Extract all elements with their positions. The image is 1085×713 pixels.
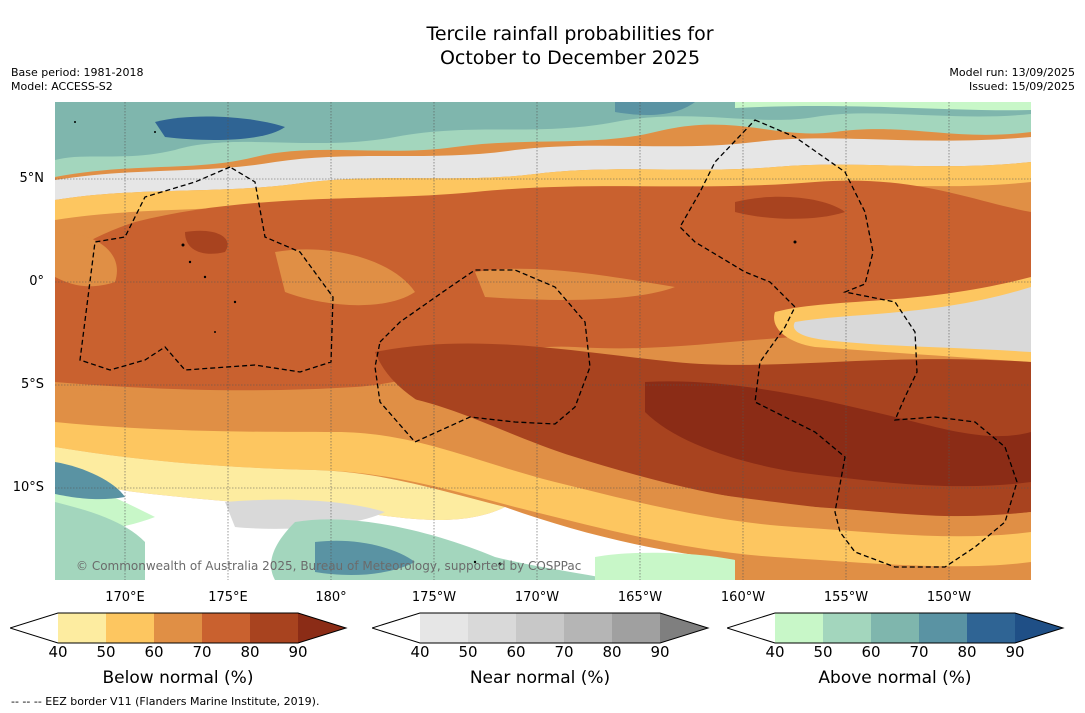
eez-borders — [79, 119, 1018, 568]
cbar-near-seg-3 — [516, 613, 564, 643]
cbar-below-seg-0 — [10, 613, 58, 643]
lat-label-10s: 10°S — [12, 480, 44, 495]
cbar-below-tick-90: 90 — [288, 643, 308, 661]
cbar-below-tick-80: 80 — [240, 643, 260, 661]
lon-label-175e: 175°E — [208, 590, 248, 605]
cbar-near-tick-60: 60 — [506, 643, 526, 661]
cbar-above-seg-0 — [727, 613, 775, 643]
cbar-below-title: Below normal (%) — [102, 668, 254, 688]
rainfall-map — [55, 102, 1031, 580]
cbar-near-seg-4 — [564, 613, 612, 643]
model-run: Model run: 13/09/2025 — [949, 66, 1075, 79]
colorbar-above-normal — [727, 612, 1065, 644]
title-line-2: October to December 2025 — [439, 47, 701, 69]
title-line-1: Tercile rainfall probabilities for — [426, 23, 714, 45]
cbar-near-seg-5 — [612, 613, 660, 643]
meta-left: Base period: 1981-2018 Model: ACCESS-S2 — [11, 66, 143, 94]
islands — [74, 121, 797, 566]
lon-label-150w: 150°W — [926, 590, 972, 605]
cbar-near-tick-70: 70 — [554, 643, 574, 661]
lon-label-170w: 170°W — [514, 590, 560, 605]
cbar-above-seg-1 — [775, 613, 823, 643]
cbar-above-seg-2 — [823, 613, 871, 643]
cbar-above-tick-80: 80 — [957, 643, 977, 661]
lon-label-180: 180° — [315, 590, 347, 605]
map-title: Tercile rainfall probabilities for Octob… — [0, 22, 1085, 70]
issued-date: Issued: 15/09/2025 — [968, 80, 1075, 93]
colorbar-near-normal — [372, 612, 710, 644]
copyright-notice: © Commonwealth of Australia 2025, Bureau… — [76, 559, 582, 573]
cbar-below-tick-50: 50 — [96, 643, 116, 661]
cbar-above-seg-6 — [1015, 613, 1063, 643]
cbar-above-title: Above normal (%) — [818, 668, 972, 688]
lon-label-165w: 165°W — [617, 590, 663, 605]
cbar-above-seg-4 — [919, 613, 967, 643]
cbar-near-seg-6 — [660, 613, 708, 643]
base-period: Base period: 1981-2018 — [11, 66, 144, 79]
cbar-below-seg-5 — [250, 613, 298, 643]
cbar-near-tick-50: 50 — [458, 643, 478, 661]
lat-label-5s: 5°S — [20, 377, 44, 392]
cbar-near-tick-80: 80 — [602, 643, 622, 661]
lon-label-170e: 170°E — [105, 590, 145, 605]
colorbar-below-normal — [10, 612, 348, 644]
cbar-below-tick-40: 40 — [48, 643, 68, 661]
cbar-above-seg-5 — [967, 613, 1015, 643]
meta-right: Model run: 13/09/2025 Issued: 15/09/2025 — [949, 66, 1075, 94]
cbar-above-tick-40: 40 — [765, 643, 785, 661]
lon-label-155w: 155°W — [823, 590, 869, 605]
cbar-below-seg-2 — [106, 613, 154, 643]
cbar-above-tick-50: 50 — [813, 643, 833, 661]
cbar-above-tick-60: 60 — [861, 643, 881, 661]
lon-label-160w: 160°W — [720, 590, 766, 605]
cbar-below-tick-70: 70 — [192, 643, 212, 661]
eez-legend-note: -- -- -- EEZ border V11 (Flanders Marine… — [11, 695, 320, 708]
map-gridlines — [55, 102, 1031, 580]
cbar-below-tick-60: 60 — [144, 643, 164, 661]
cbar-below-seg-1 — [58, 613, 106, 643]
model-name: Model: ACCESS-S2 — [11, 80, 113, 93]
lon-label-175w: 175°W — [411, 590, 457, 605]
cbar-near-tick-90: 90 — [650, 643, 670, 661]
lat-label-5n: 5°N — [19, 171, 45, 186]
lat-label-0: 0° — [29, 274, 44, 289]
cbar-above-seg-3 — [871, 613, 919, 643]
cbar-near-tick-40: 40 — [410, 643, 430, 661]
cbar-near-seg-0 — [372, 613, 420, 643]
cbar-below-seg-6 — [298, 613, 346, 643]
cbar-near-seg-2 — [468, 613, 516, 643]
cbar-below-seg-4 — [202, 613, 250, 643]
cbar-above-tick-70: 70 — [909, 643, 929, 661]
cbar-below-seg-3 — [154, 613, 202, 643]
cbar-near-title: Near normal (%) — [469, 668, 611, 688]
cbar-near-seg-1 — [420, 613, 468, 643]
cbar-above-tick-90: 90 — [1005, 643, 1025, 661]
